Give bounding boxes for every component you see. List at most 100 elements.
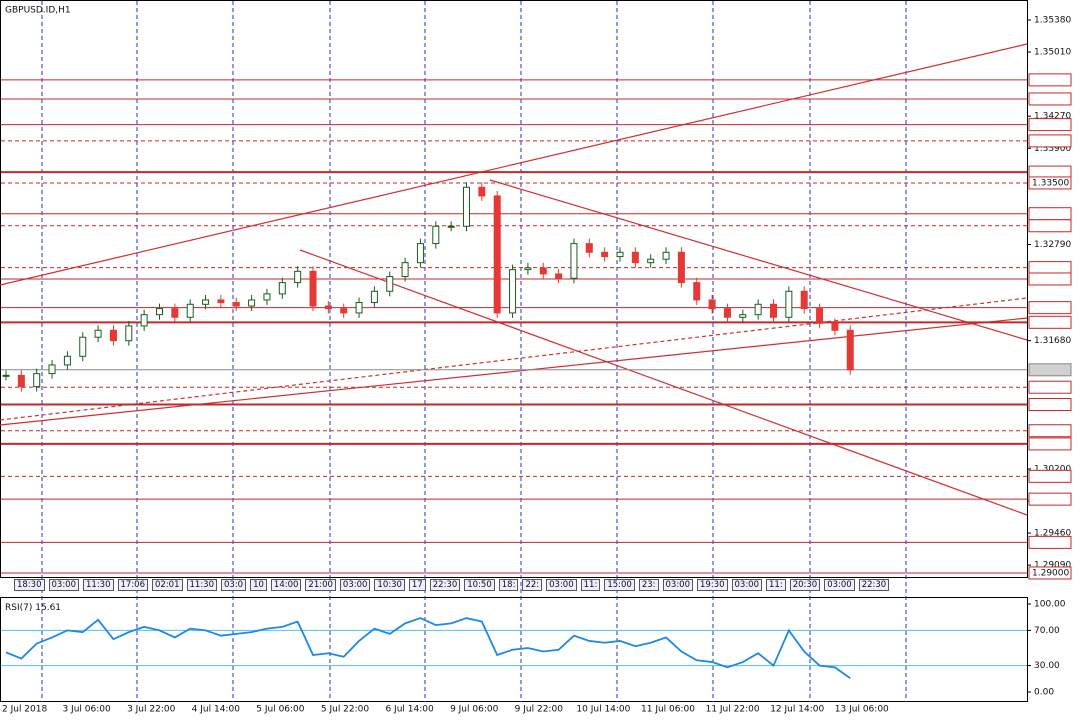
- x-tick-label: 9 Jul 06:00: [450, 705, 499, 715]
- rsi-tick-label: 70.00: [1034, 626, 1060, 636]
- level-label-box: [1028, 219, 1072, 233]
- x-tick-label: 11 Jul 22:00: [706, 705, 760, 715]
- candle: [33, 373, 41, 388]
- level-label-box: [1028, 165, 1072, 179]
- chart-title: GBPUSD.ID,H1: [5, 6, 71, 16]
- time-marker: 14:00: [270, 579, 302, 591]
- candle: [186, 303, 194, 318]
- rsi-tick-label: 100.00: [1034, 599, 1066, 609]
- candle: [846, 329, 854, 371]
- candle: [754, 303, 762, 316]
- time-marker: 03:00: [339, 579, 371, 591]
- level-label-box: [1028, 535, 1072, 549]
- candle: [585, 243, 593, 253]
- level-label-box: [1028, 272, 1072, 286]
- candle: [171, 308, 179, 318]
- candle: [570, 243, 578, 279]
- candle: [309, 270, 317, 307]
- x-tick-label: 11 Jul 06:00: [641, 705, 695, 715]
- candle: [770, 303, 777, 318]
- time-markers: 18:30 03:00 11:30 17:06 02:01 11:30 03:0 10 14:0…: [14, 579, 934, 591]
- level-label: 1.29000: [1032, 568, 1069, 578]
- level-label-box: [1028, 492, 1072, 506]
- rsi-current: 15.61: [35, 603, 61, 613]
- time-marker: 03:00: [731, 579, 762, 591]
- level-label-box: [1028, 469, 1072, 483]
- candle: [401, 262, 409, 278]
- candle: [616, 251, 624, 258]
- rsi-tick-label: 0.00: [1034, 687, 1054, 697]
- rsi-label: RSI(7) 15.61: [5, 603, 61, 613]
- level-label-box: [1028, 397, 1072, 411]
- candle: [447, 225, 455, 228]
- candle: [109, 329, 117, 342]
- x-tick-label: 4 Jul 14:00: [192, 705, 241, 715]
- candle: [79, 336, 87, 357]
- candle: [294, 270, 302, 284]
- candle: [263, 293, 271, 301]
- time-marker: 02:01: [152, 579, 183, 591]
- candle: [2, 374, 10, 377]
- candle: [17, 374, 25, 388]
- level-label-box: [1028, 424, 1072, 438]
- candle: [601, 251, 609, 258]
- time-marker: 11:: [766, 579, 786, 591]
- level-label-box: [1028, 92, 1072, 106]
- level-label-box: [1028, 566, 1072, 580]
- candle: [723, 308, 731, 318]
- time-marker: 17: [408, 579, 426, 591]
- day-grid: [41, 1, 907, 702]
- candle: [631, 251, 639, 264]
- y-tick-label: 1.32790: [1034, 240, 1071, 250]
- x-tick-label: 5 Jul 22:00: [321, 705, 370, 715]
- y-tick-label: 1.35380: [1034, 15, 1071, 25]
- candle: [156, 308, 163, 316]
- level-label-box: [1028, 437, 1072, 451]
- candle: [463, 186, 470, 227]
- level-label-box: [1028, 380, 1072, 394]
- y-tick-label: 1.33900: [1034, 144, 1071, 154]
- time-marker: 18:: [498, 579, 519, 591]
- candle: [693, 282, 701, 301]
- level-label-box: [1028, 134, 1072, 148]
- candle: [539, 267, 547, 275]
- x-tick-label: 3 Jul 22:00: [127, 705, 176, 715]
- y-tick-label: 1.29460: [1034, 529, 1071, 539]
- candle: [662, 251, 670, 260]
- y-tick-label: 1.30200: [1034, 464, 1071, 474]
- x-tick-label: 12 Jul 14:00: [770, 705, 824, 715]
- level-label-box: [1028, 315, 1072, 329]
- level-label-box: [1028, 301, 1072, 315]
- rsi-name: RSI(7): [5, 603, 32, 613]
- candle: [555, 273, 563, 279]
- time-marker: 23:: [638, 579, 659, 591]
- main-frame: [0, 0, 1028, 578]
- time-marker: 10:30: [374, 579, 405, 591]
- time-marker: 15:00: [604, 579, 635, 591]
- candle: [677, 251, 685, 284]
- x-tick-label: 9 Jul 22:00: [515, 705, 564, 715]
- time-marker: 22:30: [429, 579, 461, 591]
- time-marker: 11:: [580, 579, 601, 591]
- time-marker: 22:30: [858, 579, 890, 591]
- candle: [48, 364, 56, 375]
- y-tick-label: 1.29090: [1034, 561, 1071, 571]
- x-tick-label: 3 Jul 06:00: [62, 705, 111, 715]
- candle: [248, 299, 256, 307]
- time-marker: 17:06: [117, 579, 148, 591]
- time-marker: 11:30: [83, 579, 114, 591]
- candle: [63, 355, 71, 366]
- time-marker: 11:30: [186, 579, 217, 591]
- x-tick-label: 10 Jul 14:00: [576, 705, 630, 715]
- rsi-frame: [0, 597, 1028, 702]
- rsi-tick-label: 30.00: [1034, 661, 1060, 671]
- candle: [355, 302, 363, 314]
- candle: [140, 314, 148, 327]
- candle: [278, 282, 286, 295]
- candle: [739, 314, 747, 318]
- level-label-box: [1028, 73, 1072, 87]
- level-label-box: [1028, 176, 1072, 190]
- time-marker: 18:30: [14, 579, 45, 591]
